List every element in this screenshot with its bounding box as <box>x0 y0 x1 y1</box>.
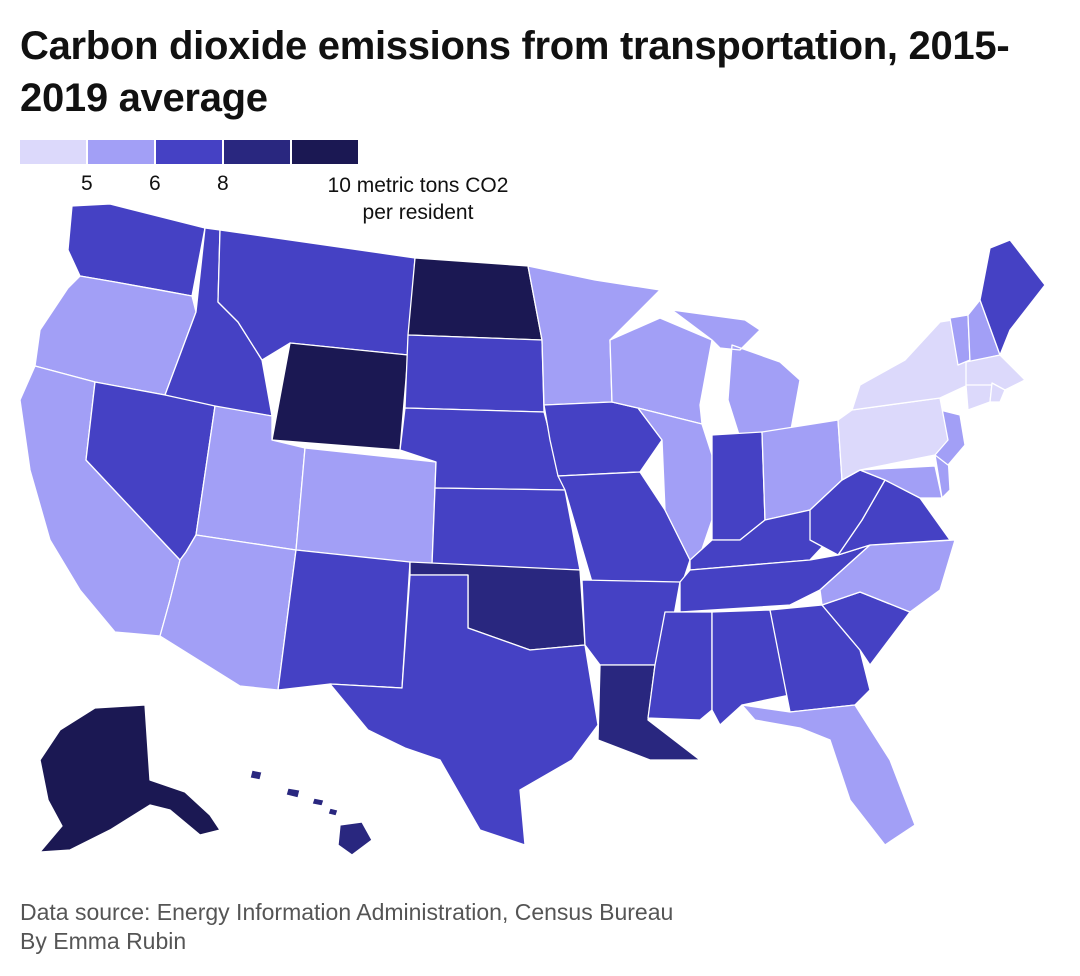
state-colorado[interactable] <box>295 447 437 566</box>
legend-swatch-3 <box>156 140 222 164</box>
legend-tick-6: 6 <box>149 172 161 195</box>
legend-swatch-4 <box>224 140 290 164</box>
state-rhode-island[interactable] <box>989 382 1006 403</box>
state-massachusetts[interactable] <box>965 354 1026 391</box>
state-hawaii[interactable] <box>249 769 373 856</box>
state-wisconsin[interactable] <box>609 317 713 425</box>
legend-unit-line-1: 10 metric tons CO2 <box>327 174 509 197</box>
state-maryland[interactable] <box>859 465 943 499</box>
legend-swatch-5 <box>292 140 358 164</box>
state-wyoming[interactable] <box>271 342 409 451</box>
data-source: Data source: Energy Information Administ… <box>20 899 674 925</box>
state-indiana[interactable] <box>711 431 766 541</box>
legend-tick-5: 5 <box>81 172 93 195</box>
legend: 5 6 8 10 metric tons CO2 per resident <box>20 140 540 230</box>
legend-swatch-1 <box>20 140 86 164</box>
author-credit: By Emma Rubin <box>20 928 187 954</box>
legend-unit-line-2: per resident <box>362 201 474 224</box>
state-texas[interactable] <box>329 574 599 846</box>
state-connecticut[interactable] <box>965 384 993 411</box>
state-south-dakota[interactable] <box>404 334 545 413</box>
choropleth-map <box>19 203 1046 856</box>
footer: Data source: Energy Information Administ… <box>20 898 673 956</box>
state-maine[interactable] <box>979 239 1046 356</box>
state-kansas[interactable] <box>431 487 581 571</box>
page-title: Carbon dioxide emissions from transporta… <box>20 24 1010 120</box>
legend-tick-8: 8 <box>217 172 229 195</box>
state-new-york[interactable] <box>851 317 969 411</box>
state-north-dakota[interactable] <box>407 257 543 341</box>
state-alaska[interactable] <box>39 704 221 853</box>
state-new-mexico[interactable] <box>277 549 411 691</box>
legend-unit-label: 10 metric tons CO2 per resident <box>308 172 528 226</box>
state-florida[interactable] <box>741 704 916 846</box>
legend-swatch-2 <box>88 140 154 164</box>
